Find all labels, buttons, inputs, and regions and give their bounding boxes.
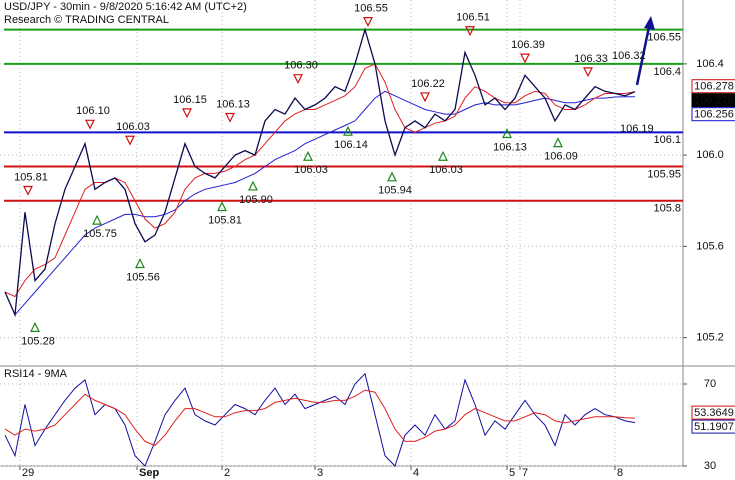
annotation-label: 106.39 — [511, 39, 545, 51]
y-tick-label: 30 — [704, 460, 716, 472]
annotation-label: 105.28 — [21, 335, 55, 347]
annotation-label: 105.81 — [14, 171, 48, 183]
low-marker — [502, 128, 512, 139]
chart-subtitle: Research © TRADING CENTRAL — [4, 14, 169, 26]
annotation-label: 106.14 — [334, 139, 368, 151]
x-tick-label: 5 — [509, 467, 515, 479]
annotation-label: 106.10 — [76, 105, 110, 117]
level-label: 105.95 — [647, 168, 681, 180]
annotation-label: 106.03 — [429, 164, 463, 176]
x-tick-label: 8 — [617, 467, 623, 479]
annotation-label: 105.75 — [83, 228, 117, 240]
price-box-label: 53.3649 — [694, 407, 734, 419]
high-marker — [225, 112, 235, 123]
low-marker — [217, 201, 227, 212]
price-box-label: 51.1907 — [694, 421, 734, 433]
price-box — [691, 93, 735, 108]
price-box — [691, 405, 735, 420]
high-marker — [583, 67, 593, 78]
annotation-label: 106.13 — [493, 141, 527, 153]
overlay-text: 106.32 — [612, 50, 646, 62]
y-tick-label: 106.0 — [696, 149, 724, 161]
high-marker — [125, 135, 135, 146]
forecast-arrow — [635, 21, 652, 86]
high-marker — [23, 185, 33, 196]
annotation-label: 105.94 — [378, 185, 412, 197]
x-tick-label: Sep — [139, 467, 159, 479]
level-label: 106.4 — [653, 66, 681, 78]
high-marker — [465, 26, 475, 37]
low-marker — [343, 125, 353, 136]
annotation-label: 106.03 — [294, 164, 328, 176]
price-box-label: 106.278 — [694, 81, 734, 93]
high-marker — [420, 92, 430, 103]
y-tick-label: 106.4 — [696, 58, 724, 70]
level-label: 105.8 — [653, 203, 681, 215]
low-marker — [303, 150, 313, 161]
price-box — [691, 107, 735, 122]
annotation-label: 106.15 — [173, 94, 207, 106]
high-marker — [182, 108, 192, 119]
low-marker — [553, 137, 563, 148]
forecast-arrow-head — [644, 16, 655, 30]
low-marker — [387, 171, 397, 182]
x-tick-label: 3 — [317, 467, 323, 479]
annotation-label: 106.13 — [216, 98, 250, 110]
y-tick-label: 105.6 — [696, 240, 724, 252]
level-label: 106.55 — [647, 32, 681, 44]
x-tick-label: 29 — [22, 467, 34, 479]
chart-title: USD/JPY - 30min - 9/8/2020 5:16:42 AM (U… — [4, 1, 247, 13]
high-marker — [520, 53, 530, 64]
price-box — [691, 79, 735, 94]
annotation-label: 105.81 — [208, 214, 242, 226]
annotation-label: 106.03 — [116, 121, 150, 133]
annotation-label: 106.33 — [574, 53, 608, 65]
price-box — [691, 419, 735, 434]
low-marker — [438, 150, 448, 161]
annotation-label: 106.09 — [544, 151, 578, 163]
low-marker — [248, 180, 258, 191]
annotation-label: 106.30 — [284, 60, 318, 72]
y-tick-label: 105.2 — [696, 332, 724, 344]
high-marker — [363, 17, 373, 27]
y-tick-label: 70 — [704, 378, 716, 390]
low-marker — [30, 322, 40, 332]
rsi-ma-line — [4, 389, 636, 447]
ma-long-line — [14, 90, 635, 316]
price-box-label: 106.278 — [694, 95, 734, 107]
annotation-label: 106.55 — [354, 3, 388, 15]
x-tick-label: 2 — [224, 467, 230, 479]
price-line — [4, 27, 636, 318]
indicator-title: RSI14 - 9MA — [4, 368, 68, 380]
annotation-label: 105.56 — [126, 271, 160, 283]
low-marker — [135, 258, 145, 269]
annotation-label: 106.22 — [411, 78, 445, 90]
high-marker — [85, 119, 95, 130]
level-label: 106.1 — [653, 134, 681, 146]
x-tick-label: 7 — [522, 467, 528, 479]
x-tick-label: 4 — [413, 467, 419, 479]
high-marker — [293, 74, 303, 85]
annotation-label: 105.90 — [239, 194, 273, 206]
low-marker — [92, 214, 102, 225]
price-box-label: 106.256 — [694, 109, 734, 121]
overlay-text: 106.19 — [620, 123, 654, 135]
annotation-label: 106.51 — [456, 12, 490, 24]
